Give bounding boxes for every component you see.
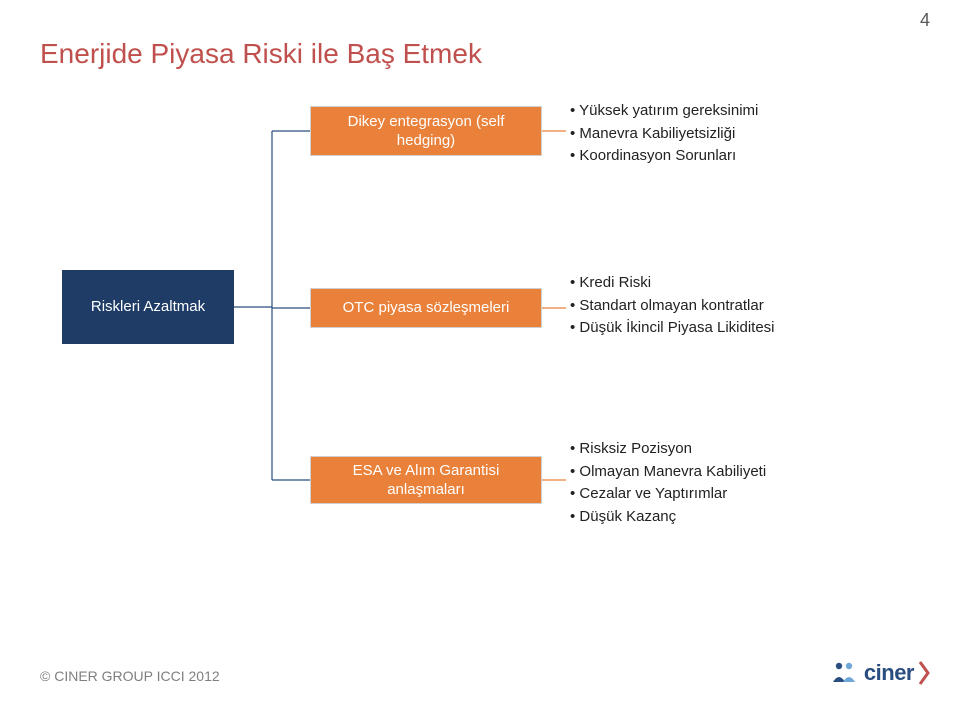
list-item: Manevra Kabiliyetsizliği bbox=[570, 123, 758, 146]
list-item: Standart olmayan kontratlar bbox=[570, 295, 775, 318]
list-item: Koordinasyon Sorunları bbox=[570, 145, 758, 168]
option-label-1: Dikey entegrasyon (self hedging) bbox=[321, 112, 531, 151]
list-item: Kredi Riski bbox=[570, 272, 775, 295]
option-box-3: ESA ve Alım Garantisi anlaşmaları bbox=[310, 456, 542, 504]
option-box-2: OTC piyasa sözleşmeleri bbox=[310, 288, 542, 328]
page-number: 4 bbox=[920, 10, 930, 31]
bullets-1: Yüksek yatırım gereksinimi Manevra Kabil… bbox=[570, 100, 758, 168]
option-box-1: Dikey entegrasyon (self hedging) bbox=[310, 106, 542, 156]
list-item: Düşük Kazanç bbox=[570, 506, 766, 529]
list-item: Olmayan Manevra Kabiliyeti bbox=[570, 461, 766, 484]
option-label-2: OTC piyasa sözleşmeleri bbox=[343, 298, 510, 318]
left-category-label: Riskleri Azaltmak bbox=[91, 297, 205, 317]
footer-text: © CINER GROUP ICCI 2012 bbox=[40, 668, 220, 684]
chevron-icon bbox=[918, 658, 932, 688]
people-icon bbox=[830, 658, 860, 688]
list-item: Risksiz Pozisyon bbox=[570, 438, 766, 461]
list-item: Cezalar ve Yaptırımlar bbox=[570, 483, 766, 506]
brand-logo: ciner bbox=[830, 658, 932, 688]
bullets-3: Risksiz Pozisyon Olmayan Manevra Kabiliy… bbox=[570, 438, 766, 528]
option-label-3: ESA ve Alım Garantisi anlaşmaları bbox=[321, 461, 531, 500]
left-category-box: Riskleri Azaltmak bbox=[62, 270, 234, 344]
slide: 4 Enerjide Piyasa Riski ile Baş Etmek Ri… bbox=[0, 0, 960, 702]
brand-logo-text: ciner bbox=[864, 660, 914, 686]
bullets-2: Kredi Riski Standart olmayan kontratlar … bbox=[570, 272, 775, 340]
list-item: Yüksek yatırım gereksinimi bbox=[570, 100, 758, 123]
list-item: Düşük İkincil Piyasa Likiditesi bbox=[570, 317, 775, 340]
page-title: Enerjide Piyasa Riski ile Baş Etmek bbox=[40, 38, 482, 70]
